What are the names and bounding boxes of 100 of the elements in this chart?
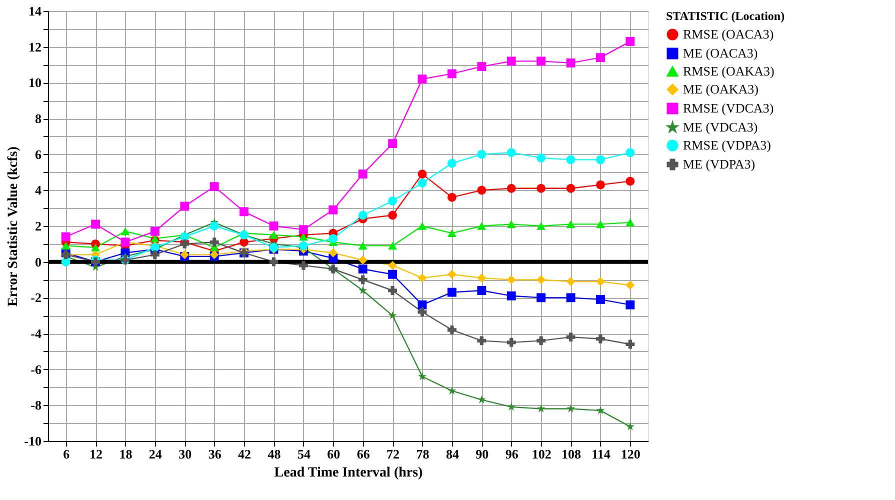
legend-title: STATISTIC (Location) — [666, 9, 785, 23]
point — [626, 148, 635, 158]
legend-label: ME (VDCA3) — [683, 120, 758, 134]
point — [566, 155, 576, 164]
y-tick-label: 6 — [35, 146, 42, 162]
point — [626, 280, 635, 290]
point — [536, 222, 546, 230]
x-tick-label: 42 — [238, 446, 252, 462]
point — [358, 275, 368, 284]
point — [388, 260, 398, 270]
x-tick-label: 78 — [416, 446, 430, 462]
point — [269, 222, 278, 230]
point — [477, 222, 486, 230]
point — [626, 36, 635, 46]
x-tick-label: 18 — [119, 446, 133, 462]
point — [418, 308, 427, 316]
x-tick-label: 48 — [268, 446, 282, 462]
point — [447, 158, 456, 168]
point — [150, 250, 160, 260]
point — [506, 220, 516, 228]
point — [566, 220, 576, 228]
point — [477, 273, 486, 282]
point — [536, 153, 546, 162]
y-tick-label: 0 — [35, 254, 42, 270]
point — [269, 257, 278, 266]
point — [418, 273, 427, 282]
point — [447, 270, 456, 279]
point — [506, 291, 516, 300]
x-tick-label: 120 — [620, 446, 640, 462]
x-axis-title: Lead Time Interval (hrs) — [274, 466, 424, 480]
legend-label: ME (OAKA3) — [683, 82, 758, 96]
point — [447, 229, 456, 238]
x-tick-label: 36 — [208, 446, 222, 462]
point — [328, 234, 338, 244]
point — [506, 338, 516, 347]
point — [626, 422, 634, 430]
legend-label: ME (OACA3) — [683, 46, 758, 60]
y-tick-label: 14 — [28, 4, 42, 18]
point — [91, 220, 100, 229]
legend-label: ME (VDPA3) — [683, 156, 756, 172]
y-tick-label: -8 — [30, 398, 42, 413]
point — [596, 180, 605, 190]
point — [596, 155, 605, 164]
point — [388, 210, 398, 220]
y-tick-label: -10 — [24, 434, 42, 448]
point — [358, 242, 368, 250]
point — [447, 325, 456, 334]
point — [358, 256, 368, 265]
point — [388, 242, 398, 250]
point — [596, 294, 605, 304]
point — [477, 395, 486, 404]
x-tick-label: 60 — [327, 446, 340, 462]
point — [596, 220, 605, 228]
point — [536, 275, 546, 284]
point — [536, 293, 546, 302]
point — [388, 196, 398, 206]
point — [477, 286, 486, 295]
legend-label: RMSE (VDPA3) — [683, 138, 772, 152]
point — [566, 184, 576, 193]
legend-label: RMSE (OACA3) — [683, 26, 774, 42]
point — [120, 228, 130, 236]
point — [358, 286, 368, 294]
legend-label: RMSE (OAKA3) — [683, 64, 774, 78]
y-tick-label: -2 — [30, 290, 42, 306]
point — [298, 225, 308, 234]
point — [388, 286, 398, 295]
point — [507, 402, 516, 411]
point — [298, 260, 308, 270]
x-tick-label: 30 — [178, 446, 192, 462]
x-tick-label: 108 — [562, 446, 582, 462]
point — [448, 386, 456, 394]
point — [536, 336, 546, 346]
point — [180, 202, 190, 211]
point — [91, 244, 100, 252]
point — [626, 300, 635, 310]
y-tick-label: -6 — [30, 362, 42, 377]
point — [418, 178, 427, 188]
point — [566, 58, 576, 68]
point — [418, 222, 427, 230]
x-tick-label: 6 — [63, 446, 70, 462]
point — [596, 406, 605, 414]
point — [566, 293, 576, 302]
point — [566, 404, 576, 412]
point — [447, 288, 456, 297]
legend-label: RMSE (VDCA3) — [683, 100, 774, 116]
x-tick-label: 102 — [532, 446, 552, 462]
x-tick-label: 90 — [476, 446, 489, 462]
point — [566, 277, 576, 286]
x-tick-label: 24 — [148, 446, 162, 462]
point — [388, 139, 398, 148]
point — [358, 210, 368, 220]
x-tick-label: 54 — [297, 446, 311, 462]
x-tick-label: 96 — [505, 446, 519, 462]
point — [150, 234, 160, 242]
point — [626, 340, 635, 349]
point — [477, 62, 486, 72]
point — [447, 192, 456, 202]
x-tick-label: 84 — [446, 446, 460, 462]
point — [388, 311, 397, 320]
point — [328, 205, 338, 214]
